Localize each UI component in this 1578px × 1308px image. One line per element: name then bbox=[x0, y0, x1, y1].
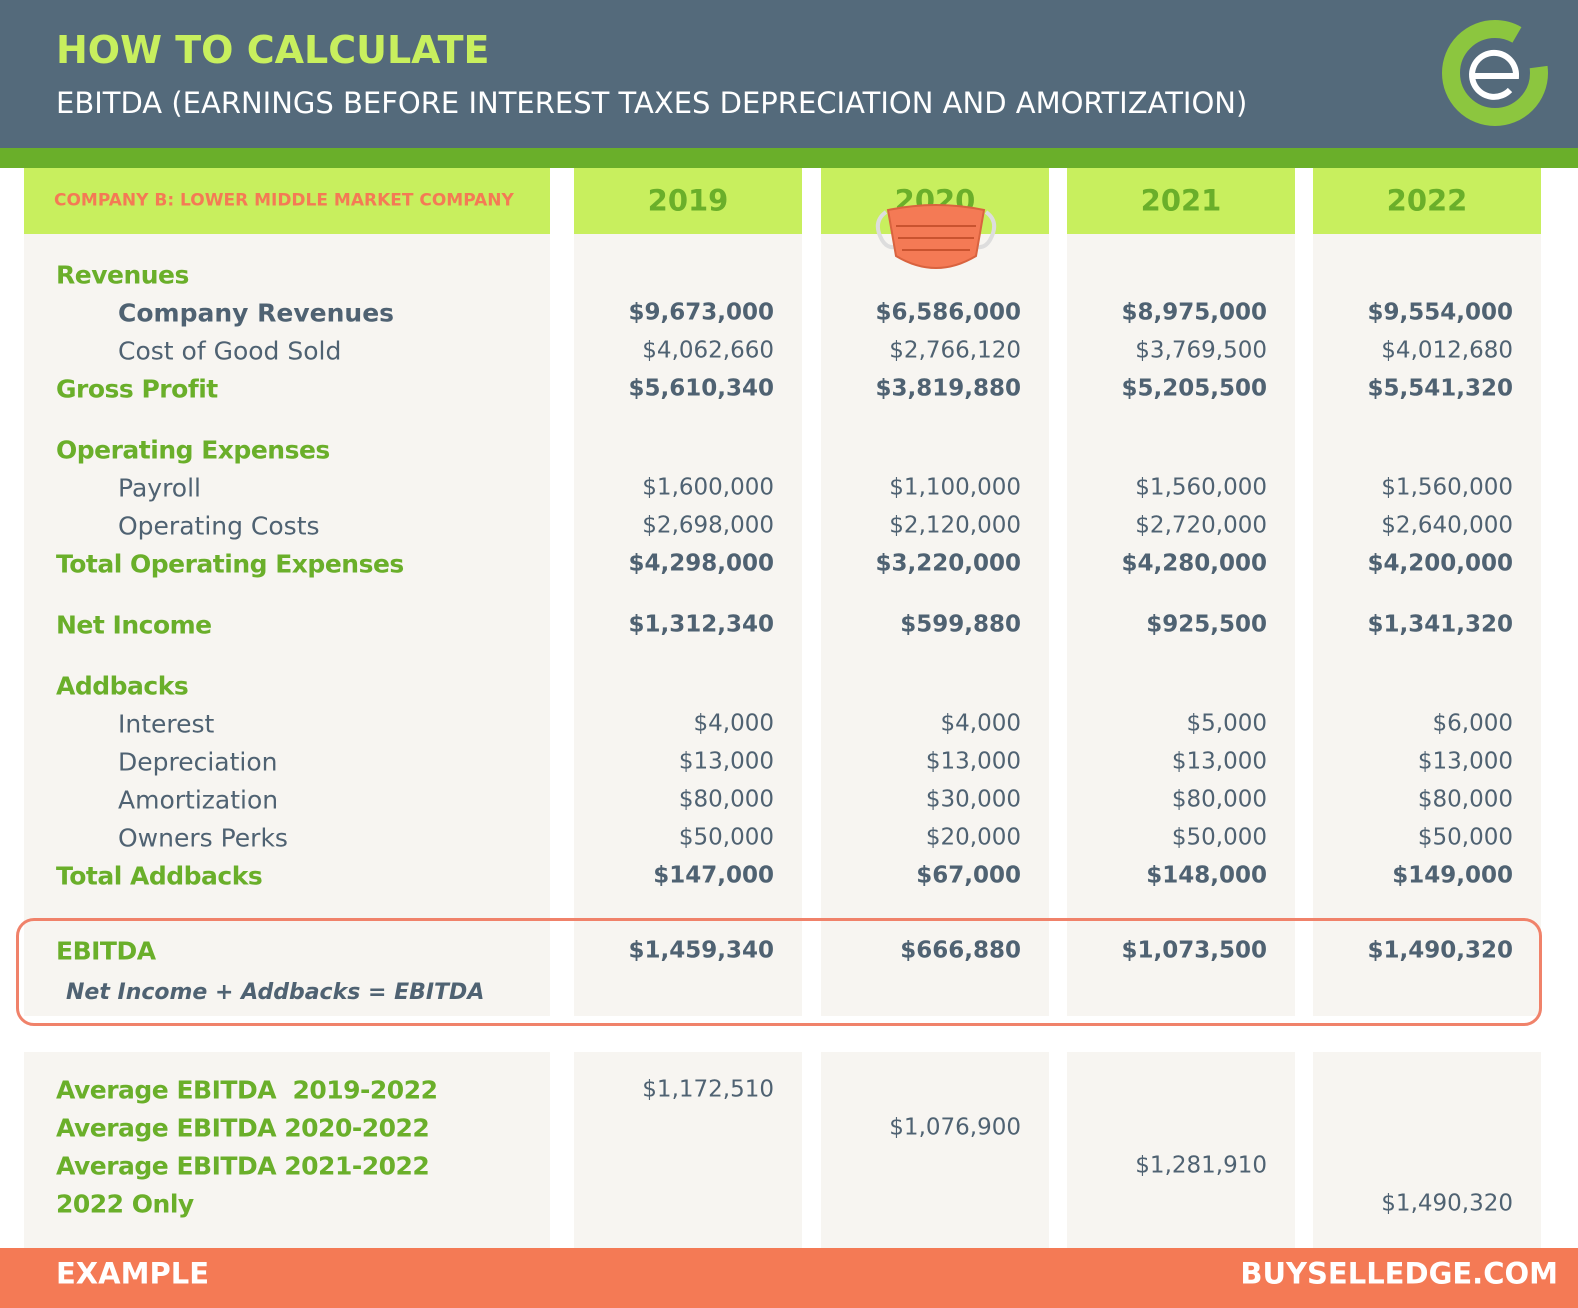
row-label: Owners Perks bbox=[118, 823, 288, 853]
row-label: Payroll bbox=[118, 473, 201, 503]
value: $2,640,000 bbox=[1381, 512, 1513, 539]
value: $30,000 bbox=[925, 786, 1021, 813]
value: $1,560,000 bbox=[1381, 474, 1513, 501]
row-heading: Net Income bbox=[56, 610, 212, 640]
header-bar bbox=[0, 0, 1578, 148]
value: $5,610,340 bbox=[628, 375, 774, 402]
company-cell bbox=[24, 168, 550, 234]
value: $2,698,000 bbox=[642, 512, 774, 539]
row-label: Amortization bbox=[118, 785, 279, 815]
row-heading: Average EBITDA 2020-2022 bbox=[56, 1113, 430, 1143]
year-cell bbox=[1313, 168, 1541, 234]
company-name: COMPANY B: LOWER MIDDLE MARKET COMPANY bbox=[54, 190, 514, 211]
year: 2022 bbox=[1386, 183, 1468, 218]
row-heading: Addbacks bbox=[56, 671, 189, 701]
footer-bar bbox=[0, 1248, 1578, 1308]
ebitda-box bbox=[16, 918, 1542, 1026]
footer-right: BUYSELLEDGE.COM bbox=[1240, 1256, 1558, 1291]
value: $148,000 bbox=[1146, 862, 1267, 889]
row-heading: Revenues bbox=[56, 260, 189, 290]
green-stripe bbox=[0, 148, 1578, 168]
row-heading: Total Addbacks bbox=[56, 861, 263, 891]
value: $2,120,000 bbox=[889, 512, 1021, 539]
row-heading: 2022 Only bbox=[56, 1189, 194, 1219]
value: $13,000 bbox=[1171, 748, 1267, 775]
value: $50,000 bbox=[1171, 824, 1267, 851]
row-label: Depreciation bbox=[118, 747, 278, 777]
value: $2,720,000 bbox=[1135, 512, 1267, 539]
footer-left: EXAMPLE bbox=[56, 1256, 210, 1291]
value: $147,000 bbox=[653, 862, 774, 889]
value: $9,554,000 bbox=[1367, 299, 1513, 326]
year: 2021 bbox=[1140, 183, 1222, 218]
value: $1,312,340 bbox=[628, 611, 774, 638]
value: $3,819,880 bbox=[875, 375, 1021, 402]
row-heading: Average EBITDA 2021-2022 bbox=[56, 1151, 430, 1181]
value: $4,000 bbox=[940, 710, 1021, 737]
value: $3,769,500 bbox=[1135, 337, 1267, 364]
row-label: Interest bbox=[118, 709, 215, 739]
row-label: Cost of Good Sold bbox=[118, 336, 342, 366]
value: $4,298,000 bbox=[628, 550, 774, 577]
average-value: $1,076,900 bbox=[889, 1114, 1021, 1141]
value: $67,000 bbox=[916, 862, 1021, 889]
value: $80,000 bbox=[1171, 786, 1267, 813]
value: $1,490,320 bbox=[1367, 937, 1513, 964]
average-value: $1,281,910 bbox=[1135, 1152, 1267, 1179]
value: $4,200,000 bbox=[1367, 550, 1513, 577]
average-value: $1,172,510 bbox=[642, 1076, 774, 1103]
value: $80,000 bbox=[678, 786, 774, 813]
value: $6,000 bbox=[1432, 710, 1513, 737]
value: $1,100,000 bbox=[889, 474, 1021, 501]
row-heading: Total Operating Expenses bbox=[56, 549, 404, 579]
value: $9,673,000 bbox=[628, 299, 774, 326]
value: $50,000 bbox=[1417, 824, 1513, 851]
row-label: Operating Costs bbox=[118, 511, 320, 541]
year: 2019 bbox=[647, 183, 729, 218]
value: $5,205,500 bbox=[1121, 375, 1267, 402]
value: $4,062,660 bbox=[642, 337, 774, 364]
row-heading: Gross Profit bbox=[56, 374, 218, 404]
row-heading: Average EBITDA 2019-2022 bbox=[56, 1075, 438, 1105]
row-heading: EBITDA bbox=[56, 936, 156, 966]
value: $666,880 bbox=[900, 937, 1021, 964]
average-value: $1,490,320 bbox=[1381, 1190, 1513, 1217]
value: $1,459,340 bbox=[628, 937, 774, 964]
value: $925,500 bbox=[1146, 611, 1267, 638]
value: $13,000 bbox=[678, 748, 774, 775]
value: $4,000 bbox=[693, 710, 774, 737]
value: $50,000 bbox=[678, 824, 774, 851]
value: $80,000 bbox=[1417, 786, 1513, 813]
row-heading: Operating Expenses bbox=[56, 435, 330, 465]
value: $4,012,680 bbox=[1381, 337, 1513, 364]
year-cell bbox=[574, 168, 802, 234]
value: $1,341,320 bbox=[1367, 611, 1513, 638]
logo bbox=[1442, 20, 1548, 126]
value: $8,975,000 bbox=[1121, 299, 1267, 326]
subtitle: EBITDA (EARNINGS BEFORE INTEREST TAXES D… bbox=[56, 86, 1248, 120]
year-cell bbox=[1067, 168, 1295, 234]
value: $599,880 bbox=[900, 611, 1021, 638]
value: $20,000 bbox=[925, 824, 1021, 851]
row-label: Company Revenues bbox=[118, 298, 395, 328]
value: $1,073,500 bbox=[1121, 937, 1267, 964]
value: $1,600,000 bbox=[642, 474, 774, 501]
value: $2,766,120 bbox=[889, 337, 1021, 364]
title: HOW TO CALCULATE bbox=[56, 28, 490, 72]
value: $4,280,000 bbox=[1121, 550, 1267, 577]
value: $5,541,320 bbox=[1367, 375, 1513, 402]
mask-icon bbox=[875, 204, 997, 269]
value: $13,000 bbox=[1417, 748, 1513, 775]
ebitda-formula: Net Income + Addbacks = EBITDA bbox=[66, 980, 485, 1005]
value: $3,220,000 bbox=[875, 550, 1021, 577]
value: $1,560,000 bbox=[1135, 474, 1267, 501]
value: $5,000 bbox=[1186, 710, 1267, 737]
value: $149,000 bbox=[1392, 862, 1513, 889]
value: $6,586,000 bbox=[875, 299, 1021, 326]
value: $13,000 bbox=[925, 748, 1021, 775]
